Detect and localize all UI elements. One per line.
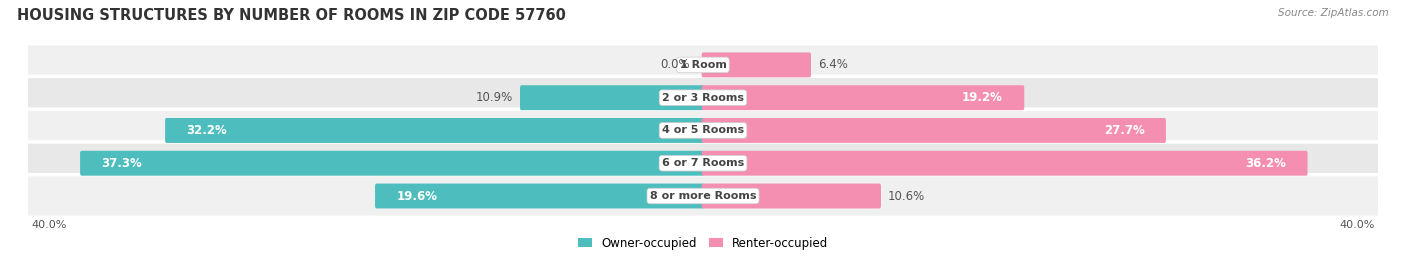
Text: 19.6%: 19.6% [396, 189, 437, 203]
Text: 40.0%: 40.0% [31, 220, 67, 230]
FancyBboxPatch shape [702, 52, 811, 77]
Text: 6 or 7 Rooms: 6 or 7 Rooms [662, 158, 744, 168]
FancyBboxPatch shape [165, 118, 704, 143]
FancyBboxPatch shape [25, 109, 1381, 152]
Text: 27.7%: 27.7% [1104, 124, 1144, 137]
Legend: Owner-occupied, Renter-occupied: Owner-occupied, Renter-occupied [572, 232, 834, 254]
Text: 10.9%: 10.9% [475, 91, 513, 104]
FancyBboxPatch shape [25, 44, 1381, 86]
FancyBboxPatch shape [702, 151, 1308, 176]
Text: 37.3%: 37.3% [101, 157, 142, 170]
Text: 19.2%: 19.2% [962, 91, 1002, 104]
Text: 8 or more Rooms: 8 or more Rooms [650, 191, 756, 201]
FancyBboxPatch shape [25, 76, 1381, 119]
FancyBboxPatch shape [702, 85, 1025, 110]
Text: 6.4%: 6.4% [818, 58, 848, 72]
Text: 4 or 5 Rooms: 4 or 5 Rooms [662, 125, 744, 136]
FancyBboxPatch shape [702, 118, 1166, 143]
FancyBboxPatch shape [520, 85, 704, 110]
Text: 10.6%: 10.6% [889, 189, 925, 203]
Text: 0.0%: 0.0% [659, 58, 690, 72]
Text: 1 Room: 1 Room [679, 60, 727, 70]
Text: 36.2%: 36.2% [1246, 157, 1286, 170]
FancyBboxPatch shape [375, 183, 704, 208]
Text: 32.2%: 32.2% [187, 124, 228, 137]
Text: HOUSING STRUCTURES BY NUMBER OF ROOMS IN ZIP CODE 57760: HOUSING STRUCTURES BY NUMBER OF ROOMS IN… [17, 8, 565, 23]
FancyBboxPatch shape [25, 142, 1381, 185]
FancyBboxPatch shape [702, 183, 882, 208]
FancyBboxPatch shape [25, 175, 1381, 217]
Text: 40.0%: 40.0% [1339, 220, 1375, 230]
FancyBboxPatch shape [80, 151, 704, 176]
Text: 2 or 3 Rooms: 2 or 3 Rooms [662, 93, 744, 103]
Text: Source: ZipAtlas.com: Source: ZipAtlas.com [1278, 8, 1389, 18]
